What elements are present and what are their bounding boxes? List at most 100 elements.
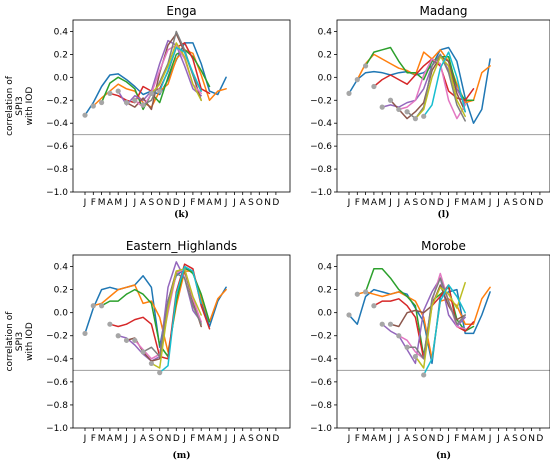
series-start-marker-0: [82, 112, 88, 118]
y-tick-label: 0.0: [54, 73, 69, 83]
series-start-marker-1: [354, 291, 360, 297]
series-line-8: [414, 55, 466, 120]
series-start-marker-1: [354, 77, 360, 83]
series-line-2: [364, 268, 475, 358]
y-tick-label: 0.2: [318, 286, 332, 296]
series-line-9: [422, 51, 466, 118]
x-tick-label: A: [240, 434, 247, 444]
x-tick-label: A: [371, 198, 378, 208]
y-axis-label-line: with IOD: [25, 322, 35, 361]
axes-frame: [72, 254, 291, 429]
x-tick-label: S: [512, 434, 518, 444]
x-tick-label: J: [182, 198, 186, 208]
x-tick-label: O: [420, 198, 427, 208]
x-tick-label: D: [272, 198, 279, 208]
x-tick-label: J: [132, 434, 136, 444]
y-tick-label: −0.6: [310, 142, 332, 152]
x-tick-label: F: [454, 198, 459, 208]
y-tick-label: 0.4: [54, 27, 69, 37]
x-tick-label: J: [132, 198, 136, 208]
series-line-8: [150, 268, 202, 369]
x-tick-label: J: [396, 434, 400, 444]
y-tick-label: 0.4: [318, 263, 333, 273]
series-start-marker-3: [371, 303, 377, 309]
series-start-marker-6: [132, 337, 138, 343]
x-tick-label: J: [396, 198, 400, 208]
x-tick-label: J: [124, 434, 128, 444]
series-start-marker-5: [387, 321, 394, 327]
series-start-marker-5: [123, 99, 130, 106]
series-start-marker-6: [396, 333, 402, 339]
axes-frame: [336, 19, 550, 193]
series-start-marker-2: [99, 303, 105, 309]
y-tick-label: −0.2: [310, 332, 332, 342]
panel-label: (m): [172, 450, 190, 461]
x-tick-label: M: [114, 198, 122, 208]
x-tick-label: A: [140, 198, 147, 208]
series-start-marker-0: [346, 312, 352, 318]
series-line-2: [364, 46, 475, 102]
chart-title: Eastern_Highlands: [126, 239, 237, 253]
series-line-9: [158, 265, 202, 374]
x-tick-label: M: [378, 198, 386, 208]
x-tick-label: S: [512, 198, 518, 208]
y-tick-label: −0.2: [46, 96, 68, 106]
axes-frame: [336, 254, 550, 429]
x-tick-label: N: [165, 434, 172, 444]
x-tick-label: N: [528, 434, 535, 444]
x-tick-label: O: [156, 198, 163, 208]
x-tick-label: A: [504, 434, 511, 444]
chart-title: Morobe: [421, 239, 466, 253]
series-line-0: [84, 268, 227, 349]
series-line-6: [398, 58, 466, 120]
x-tick-label: A: [371, 434, 378, 444]
series-start-marker-7: [140, 102, 146, 108]
x-tick-label: F: [355, 434, 360, 444]
x-tick-label: D: [272, 434, 279, 444]
x-tick-label: A: [107, 198, 114, 208]
series-line-1: [356, 286, 491, 360]
x-tick-label: M: [197, 434, 205, 444]
x-tick-label: J: [488, 198, 492, 208]
x-tick-label: S: [149, 434, 155, 444]
series-line-8: [150, 42, 202, 102]
x-tick-label: F: [454, 434, 459, 444]
x-tick-label: M: [478, 198, 486, 208]
series-line-1: [356, 49, 491, 104]
x-tick-label: A: [140, 434, 147, 444]
x-tick-label: S: [149, 198, 155, 208]
x-tick-label: M: [98, 434, 106, 444]
x-tick-label: J: [83, 434, 87, 444]
series-line-4: [381, 277, 466, 365]
y-tick-label: 0.0: [318, 309, 333, 319]
series-start-marker-8: [148, 90, 154, 96]
x-tick-label: N: [528, 198, 535, 208]
y-axis-label-line: SPI3: [15, 332, 25, 352]
x-tick-label: O: [520, 198, 527, 208]
series-line-0: [348, 288, 491, 365]
x-tick-label: J: [446, 434, 450, 444]
x-tick-label: M: [362, 434, 370, 444]
x-tick-label: F: [190, 434, 195, 444]
series-start-marker-2: [99, 99, 105, 106]
y-tick-label: −0.8: [310, 165, 332, 175]
y-tick-label: 0.2: [54, 50, 68, 60]
x-tick-label: J: [124, 198, 128, 208]
y-tick-label: −0.4: [310, 119, 332, 129]
series-line-9: [422, 284, 466, 376]
x-tick-label: S: [413, 198, 419, 208]
x-tick-label: D: [437, 434, 444, 444]
series-line-7: [406, 277, 466, 360]
y-tick-label: −0.2: [46, 332, 68, 342]
y-tick-label: −0.2: [310, 96, 332, 106]
x-tick-label: J: [182, 434, 186, 444]
x-tick-label: J: [347, 434, 351, 444]
series-start-marker-7: [140, 349, 146, 355]
series-start-marker-9: [421, 113, 427, 119]
series-start-marker-9: [157, 88, 163, 94]
x-tick-label: J: [446, 198, 450, 208]
x-tick-label: N: [264, 198, 271, 208]
series-start-marker-9: [421, 372, 427, 378]
